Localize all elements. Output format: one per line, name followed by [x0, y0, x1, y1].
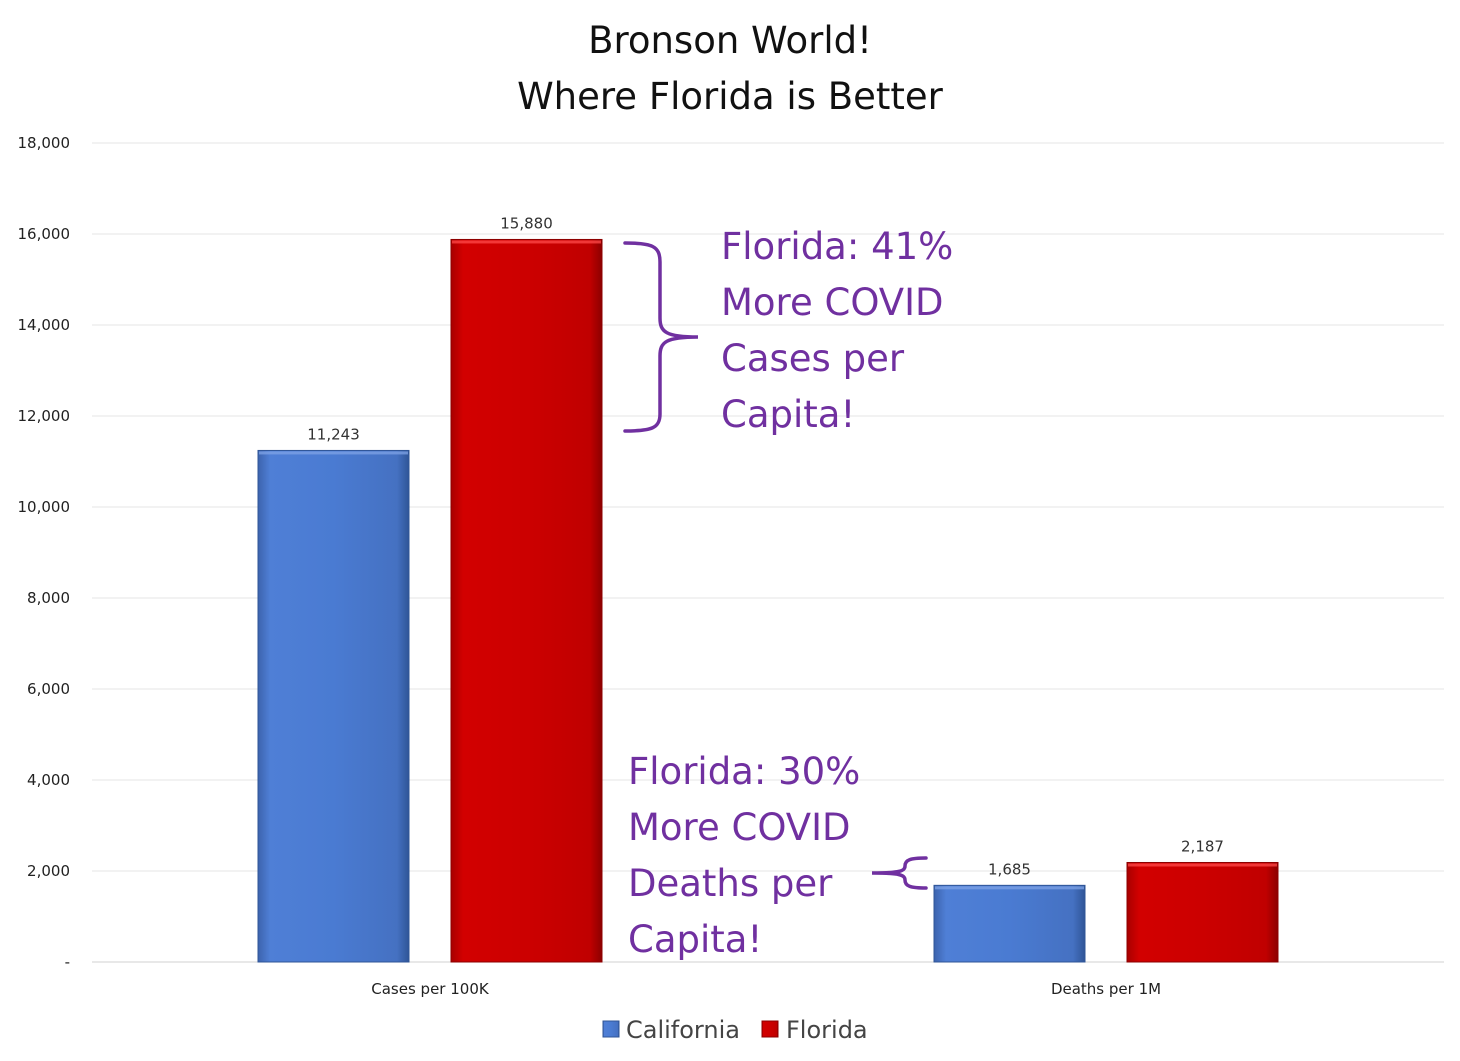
y-tick-label: 10,000 — [18, 498, 71, 516]
deaths-annotation-line-4: Capita! — [628, 918, 762, 961]
legend-swatch-california — [602, 1020, 620, 1038]
cases-annotation-line-4: Capita! — [721, 393, 855, 436]
deaths-annotation-line-2: More COVID — [628, 806, 851, 849]
deaths-brace — [871, 856, 928, 890]
legend-label-florida: Florida — [786, 1016, 868, 1044]
deaths-annotation: Florida: 30% More COVID Deaths per Capit… — [628, 750, 860, 961]
bar-florida-cases — [450, 238, 603, 963]
y-tick-label: 14,000 — [18, 316, 71, 334]
x-tick-label: Deaths per 1M — [1051, 980, 1161, 998]
bars — [257, 238, 1279, 963]
legend-label-california: California — [626, 1016, 740, 1044]
bar-california-deaths — [933, 884, 1086, 963]
chart-title-line-2: Where Florida is Better — [517, 75, 944, 118]
y-tick-label: 8,000 — [27, 589, 70, 607]
bar-bevel — [452, 240, 601, 244]
y-tick-label: 6,000 — [27, 680, 70, 698]
deaths-annotation-line-1: Florida: 30% — [628, 750, 860, 793]
bar-florida-deaths — [1126, 861, 1279, 963]
cases-annotation-line-2: More COVID — [721, 281, 944, 324]
data-label: 1,685 — [988, 860, 1031, 878]
cases-brace — [623, 241, 699, 433]
y-tick-label: 18,000 — [18, 134, 71, 152]
data-label: 11,243 — [307, 425, 360, 443]
bar-bevel — [935, 886, 1084, 890]
y-tick-label: 12,000 — [18, 407, 71, 425]
x-tick-label: Cases per 100K — [371, 980, 490, 998]
data-label: 15,880 — [500, 214, 553, 232]
cases-annotation-line-3: Cases per — [721, 337, 905, 380]
cases-annotation-line-1: Florida: 41% — [721, 225, 953, 268]
data-labels: 11,243 15,880 1,685 2,187 — [307, 214, 1224, 878]
x-axis-ticks: Cases per 100K Deaths per 1M — [371, 980, 1161, 998]
data-label: 2,187 — [1181, 837, 1224, 855]
bar-california-cases — [257, 449, 410, 963]
y-tick-label: 2,000 — [27, 862, 70, 880]
y-tick-label: - — [65, 953, 70, 971]
bar-bevel — [1128, 863, 1277, 867]
bar-bevel — [259, 451, 408, 455]
y-tick-label: 16,000 — [18, 225, 71, 243]
y-tick-label: 4,000 — [27, 771, 70, 789]
y-axis-ticks: - 2,000 4,000 6,000 8,000 10,000 12,000 14,000 1… — [18, 134, 71, 971]
legend: California Florida — [602, 1016, 868, 1044]
cases-annotation: Florida: 41% More COVID Cases per Capita… — [721, 225, 953, 436]
legend-swatch-florida — [761, 1020, 779, 1038]
deaths-annotation-line-3: Deaths per — [628, 862, 833, 905]
chart-title-line-1: Bronson World! — [588, 19, 872, 62]
